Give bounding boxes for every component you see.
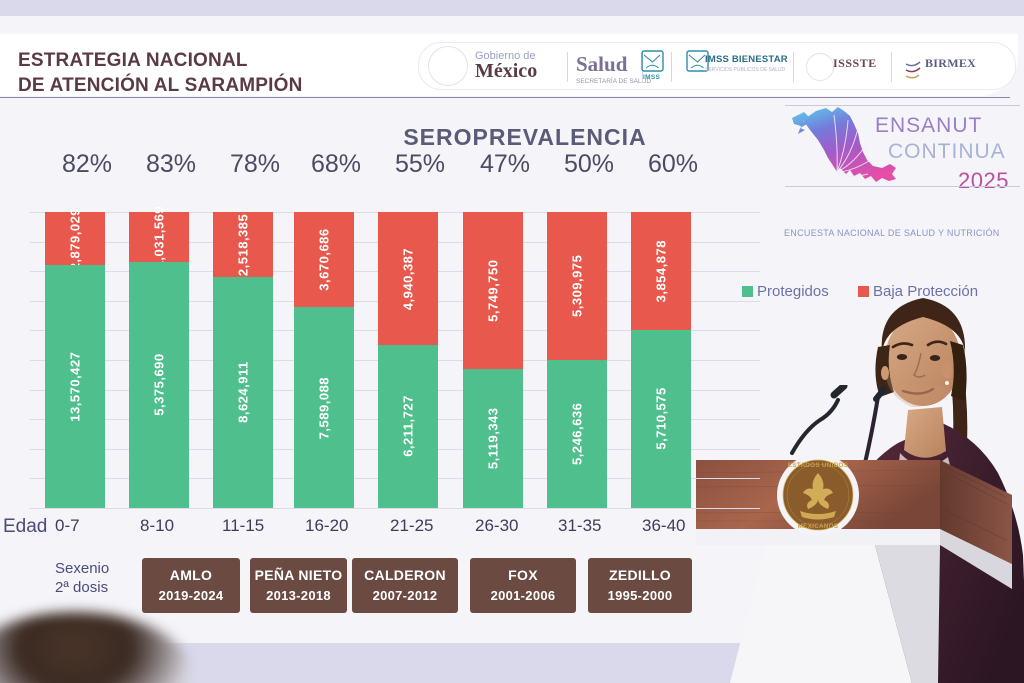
svg-text:ESTADOS UNIDOS: ESTADOS UNIDOS (788, 462, 848, 469)
svg-text:MEXICANOS: MEXICANOS (798, 523, 839, 530)
